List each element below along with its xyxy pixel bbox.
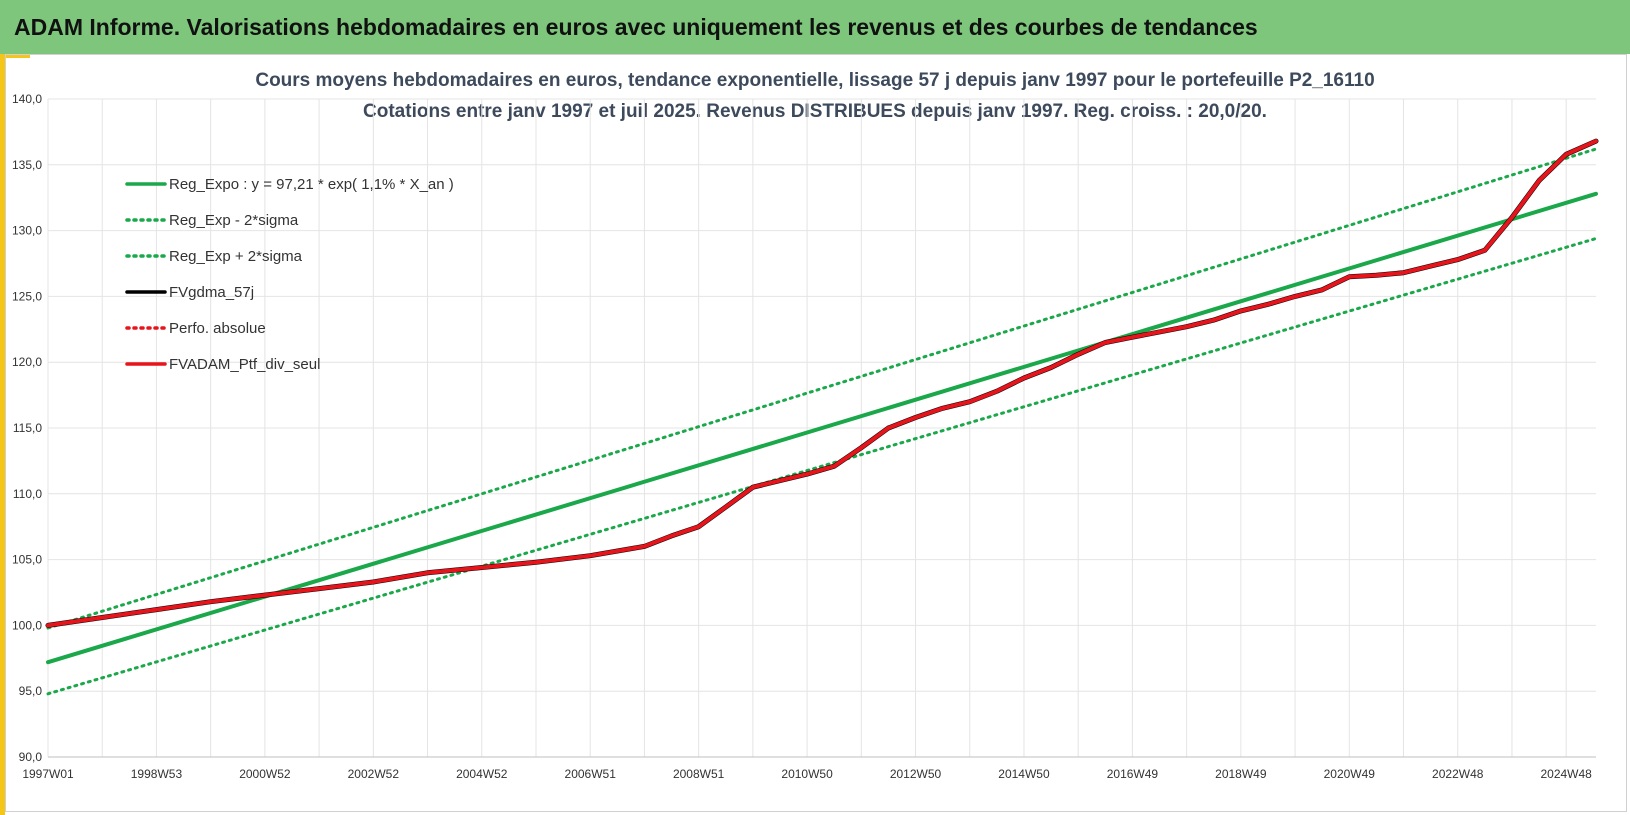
- axes: 90,0 95,0 100,0 105,0 110,0 115,0 120,0 125,0 13…: [12, 92, 1596, 781]
- legend-label: Perfo. absolue: [169, 320, 266, 337]
- y-tick-label: 135,0: [12, 158, 42, 172]
- y-tick-label: 125,0: [12, 289, 42, 303]
- y-tick-label: 120,0: [12, 355, 42, 369]
- accent-bar-left: [0, 54, 5, 815]
- x-tick-label: 2014W50: [998, 767, 1050, 781]
- y-tick-label: 95,0: [19, 684, 43, 698]
- legend: Reg_Expo : y = 97,21 * exp( 1,1% * X_an …: [125, 176, 454, 373]
- y-tick-label: 130,0: [12, 224, 42, 238]
- series-lines: [45, 138, 1599, 696]
- trend-line: [46, 191, 1598, 665]
- legend-label: Reg_Exp + 2*sigma: [169, 248, 303, 265]
- trend-band-line: [46, 237, 1598, 696]
- legend-label: Reg_Exp - 2*sigma: [169, 212, 299, 229]
- chart-title: Cours moyens hebdomadaires en euros, ten…: [255, 70, 1375, 91]
- x-tick-label: 2004W52: [456, 767, 508, 781]
- legend-label: FVADAM_Ptf_div_seul: [169, 356, 320, 373]
- x-tick-label: 2012W50: [890, 767, 942, 781]
- x-tick-label: 2000W52: [239, 767, 291, 781]
- chart-frame: [5, 54, 1627, 812]
- legend-label: FVgdma_57j: [169, 284, 254, 301]
- y-tick-label: 105,0: [12, 553, 42, 567]
- x-tick-label: 2002W52: [348, 767, 400, 781]
- y-tick-label: 140,0: [12, 92, 42, 106]
- y-tick-label: 90,0: [19, 750, 43, 764]
- accent-bar-top: [0, 54, 30, 58]
- trend-band-line: [46, 147, 1598, 630]
- legend-label: Reg_Expo : y = 97,21 * exp( 1,1% * X_an …: [169, 176, 454, 193]
- x-tick-label: 2008W51: [673, 767, 725, 781]
- x-tick-label: 2018W49: [1215, 767, 1267, 781]
- x-tick-label: 2016W49: [1107, 767, 1159, 781]
- page-banner-title: ADAM Informe. Valorisations hebdomadaire…: [0, 0, 1630, 54]
- x-tick-label: 1997W01: [22, 767, 74, 781]
- x-tick-label: 2022W48: [1432, 767, 1484, 781]
- y-tick-label: 100,0: [12, 618, 42, 632]
- y-tick-label: 115,0: [13, 421, 42, 435]
- x-tick-label: 2006W51: [565, 767, 617, 781]
- portfolio-line: [46, 139, 1598, 628]
- x-tick-label: 2010W50: [781, 767, 833, 781]
- x-tick-label: 2020W49: [1324, 767, 1376, 781]
- chart-subtitle: Cotations entre janv 1997 et juil 2025. …: [363, 101, 1267, 122]
- x-tick-label: 1998W53: [131, 767, 183, 781]
- y-tick-label: 110,0: [13, 487, 42, 501]
- x-tick-label: 2024W48: [1540, 767, 1592, 781]
